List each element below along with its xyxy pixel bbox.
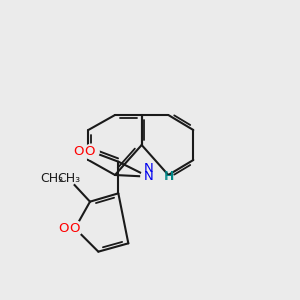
- Text: O: O: [74, 145, 84, 158]
- Text: O: O: [70, 222, 80, 235]
- Text: H: H: [165, 170, 174, 183]
- Text: O: O: [58, 222, 68, 235]
- Text: O: O: [84, 145, 94, 158]
- Circle shape: [68, 221, 82, 236]
- Circle shape: [84, 144, 99, 159]
- Text: N: N: [143, 170, 153, 183]
- Text: N: N: [143, 162, 153, 175]
- Circle shape: [141, 169, 156, 184]
- Text: CH₃: CH₃: [57, 172, 80, 185]
- Text: CH₃: CH₃: [40, 172, 63, 185]
- Circle shape: [61, 171, 76, 186]
- Text: H: H: [163, 170, 173, 183]
